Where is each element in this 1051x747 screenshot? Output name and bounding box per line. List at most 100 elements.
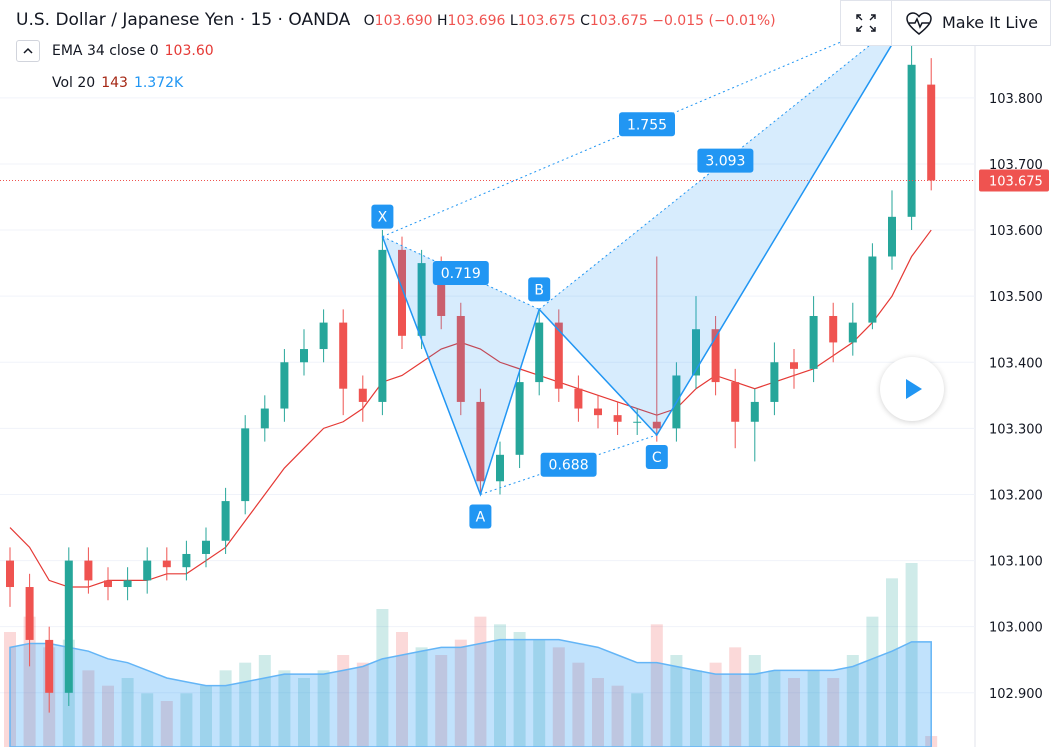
volume-bar <box>729 647 742 747</box>
candle-body <box>25 587 34 640</box>
pattern-area <box>382 236 540 495</box>
volume-bar <box>807 670 820 747</box>
candle-body <box>319 322 328 350</box>
volume-bar <box>435 655 448 747</box>
candle-body <box>64 560 73 693</box>
candle-body <box>731 382 740 422</box>
candle-body <box>633 421 642 423</box>
volume-bar <box>670 655 683 747</box>
candle-body <box>613 415 622 422</box>
ratio-label: 3.093 <box>705 154 745 170</box>
point-label: X <box>378 210 388 226</box>
volume-bar <box>650 624 663 747</box>
ratio-label: 0.719 <box>441 266 481 282</box>
volume-bar <box>474 616 487 747</box>
volume-bar <box>709 662 722 747</box>
point-label: B <box>534 282 544 298</box>
volume-bar <box>494 624 506 747</box>
candle-body <box>456 315 465 402</box>
exchange: OANDA <box>288 10 351 30</box>
point-badge <box>645 444 668 469</box>
y-tick-label: 103.000 <box>989 621 1043 636</box>
volume-bar <box>337 655 350 747</box>
point-label: A <box>476 509 486 525</box>
y-tick-label: 103.800 <box>989 92 1043 107</box>
symbol-header: U.S. Dollar / Japanese Yen · 15 · OANDA … <box>16 10 776 30</box>
y-tick-label: 103.600 <box>989 224 1043 239</box>
ratio-badge <box>619 112 675 137</box>
last-price-label: 103.675 <box>989 174 1043 189</box>
high-value: 103.696 <box>447 13 506 29</box>
make-it-live-button[interactable]: Make It Live <box>891 0 1051 46</box>
volume-bar <box>592 678 604 747</box>
volume-bar <box>768 670 781 747</box>
volume-bar <box>317 670 330 747</box>
low-value: 103.675 <box>517 13 576 29</box>
volume-ma-value: 1.372K <box>133 75 184 91</box>
play-button[interactable] <box>880 357 944 421</box>
candle-body <box>652 421 661 429</box>
candle-body <box>280 362 289 409</box>
candle-body <box>221 501 230 541</box>
open-value: 103.690 <box>374 13 433 29</box>
candle-body <box>84 560 93 581</box>
ratio-badge <box>697 148 754 173</box>
ratio-badge <box>540 452 597 477</box>
ohlc: O103.690 H103.696 L103.675 C103.675 −0.0… <box>363 13 776 29</box>
close-value: 103.675 <box>589 13 648 29</box>
volume-bar <box>905 563 918 747</box>
volume-bar <box>141 693 154 747</box>
candle-body <box>241 428 250 502</box>
pattern-area <box>539 11 912 435</box>
candle-body <box>260 408 269 429</box>
ratio-line <box>382 11 912 238</box>
candle-body <box>358 388 367 402</box>
separator: · <box>239 10 251 30</box>
candle-body <box>45 639 54 693</box>
volume-value: 143 <box>101 75 128 91</box>
volume-bar <box>23 616 36 747</box>
candle-body <box>770 362 779 402</box>
volume-bar <box>748 655 761 747</box>
candle-body <box>417 263 426 336</box>
volume-bar <box>415 647 428 747</box>
candle-body <box>123 580 132 588</box>
y-tick-label: 103.700 <box>989 158 1043 173</box>
interval: 15 <box>250 10 273 30</box>
volume-bar <box>200 685 212 747</box>
y-tick-label: 103.200 <box>989 488 1043 503</box>
volume-bar <box>631 693 644 747</box>
ratio-label: 1.755 <box>627 117 667 133</box>
symbol: U.S. Dollar / Japanese Yen <box>16 10 235 30</box>
volume-bar <box>846 655 859 747</box>
volume-bar <box>552 647 565 747</box>
volume-bar <box>121 678 134 747</box>
collapse-button[interactable] <box>16 40 40 62</box>
volume-bar <box>513 632 526 747</box>
candle-body <box>339 322 348 389</box>
candle-body <box>104 580 112 588</box>
candle-body <box>868 256 877 323</box>
ratio-line <box>480 434 657 495</box>
ratio-badge <box>432 261 489 286</box>
y-tick-label: 103.100 <box>989 555 1043 570</box>
candle-body <box>6 560 14 588</box>
fullscreen-button[interactable] <box>840 0 892 46</box>
volume-bar <box>690 670 702 747</box>
pattern-line <box>381 11 913 497</box>
candle-body <box>378 249 387 402</box>
volume-bar <box>886 578 898 747</box>
volume-bar <box>356 662 369 747</box>
y-tick-label: 103.300 <box>989 422 1043 437</box>
volume-label: Vol 20 <box>52 75 96 91</box>
candle-body <box>750 401 759 422</box>
candle-body <box>202 540 210 554</box>
volume-bar <box>239 662 252 747</box>
candle-body <box>554 322 563 389</box>
volume-bar <box>396 632 408 747</box>
candle-body <box>398 249 406 336</box>
candle-body <box>143 560 152 581</box>
candle-body <box>437 263 446 316</box>
